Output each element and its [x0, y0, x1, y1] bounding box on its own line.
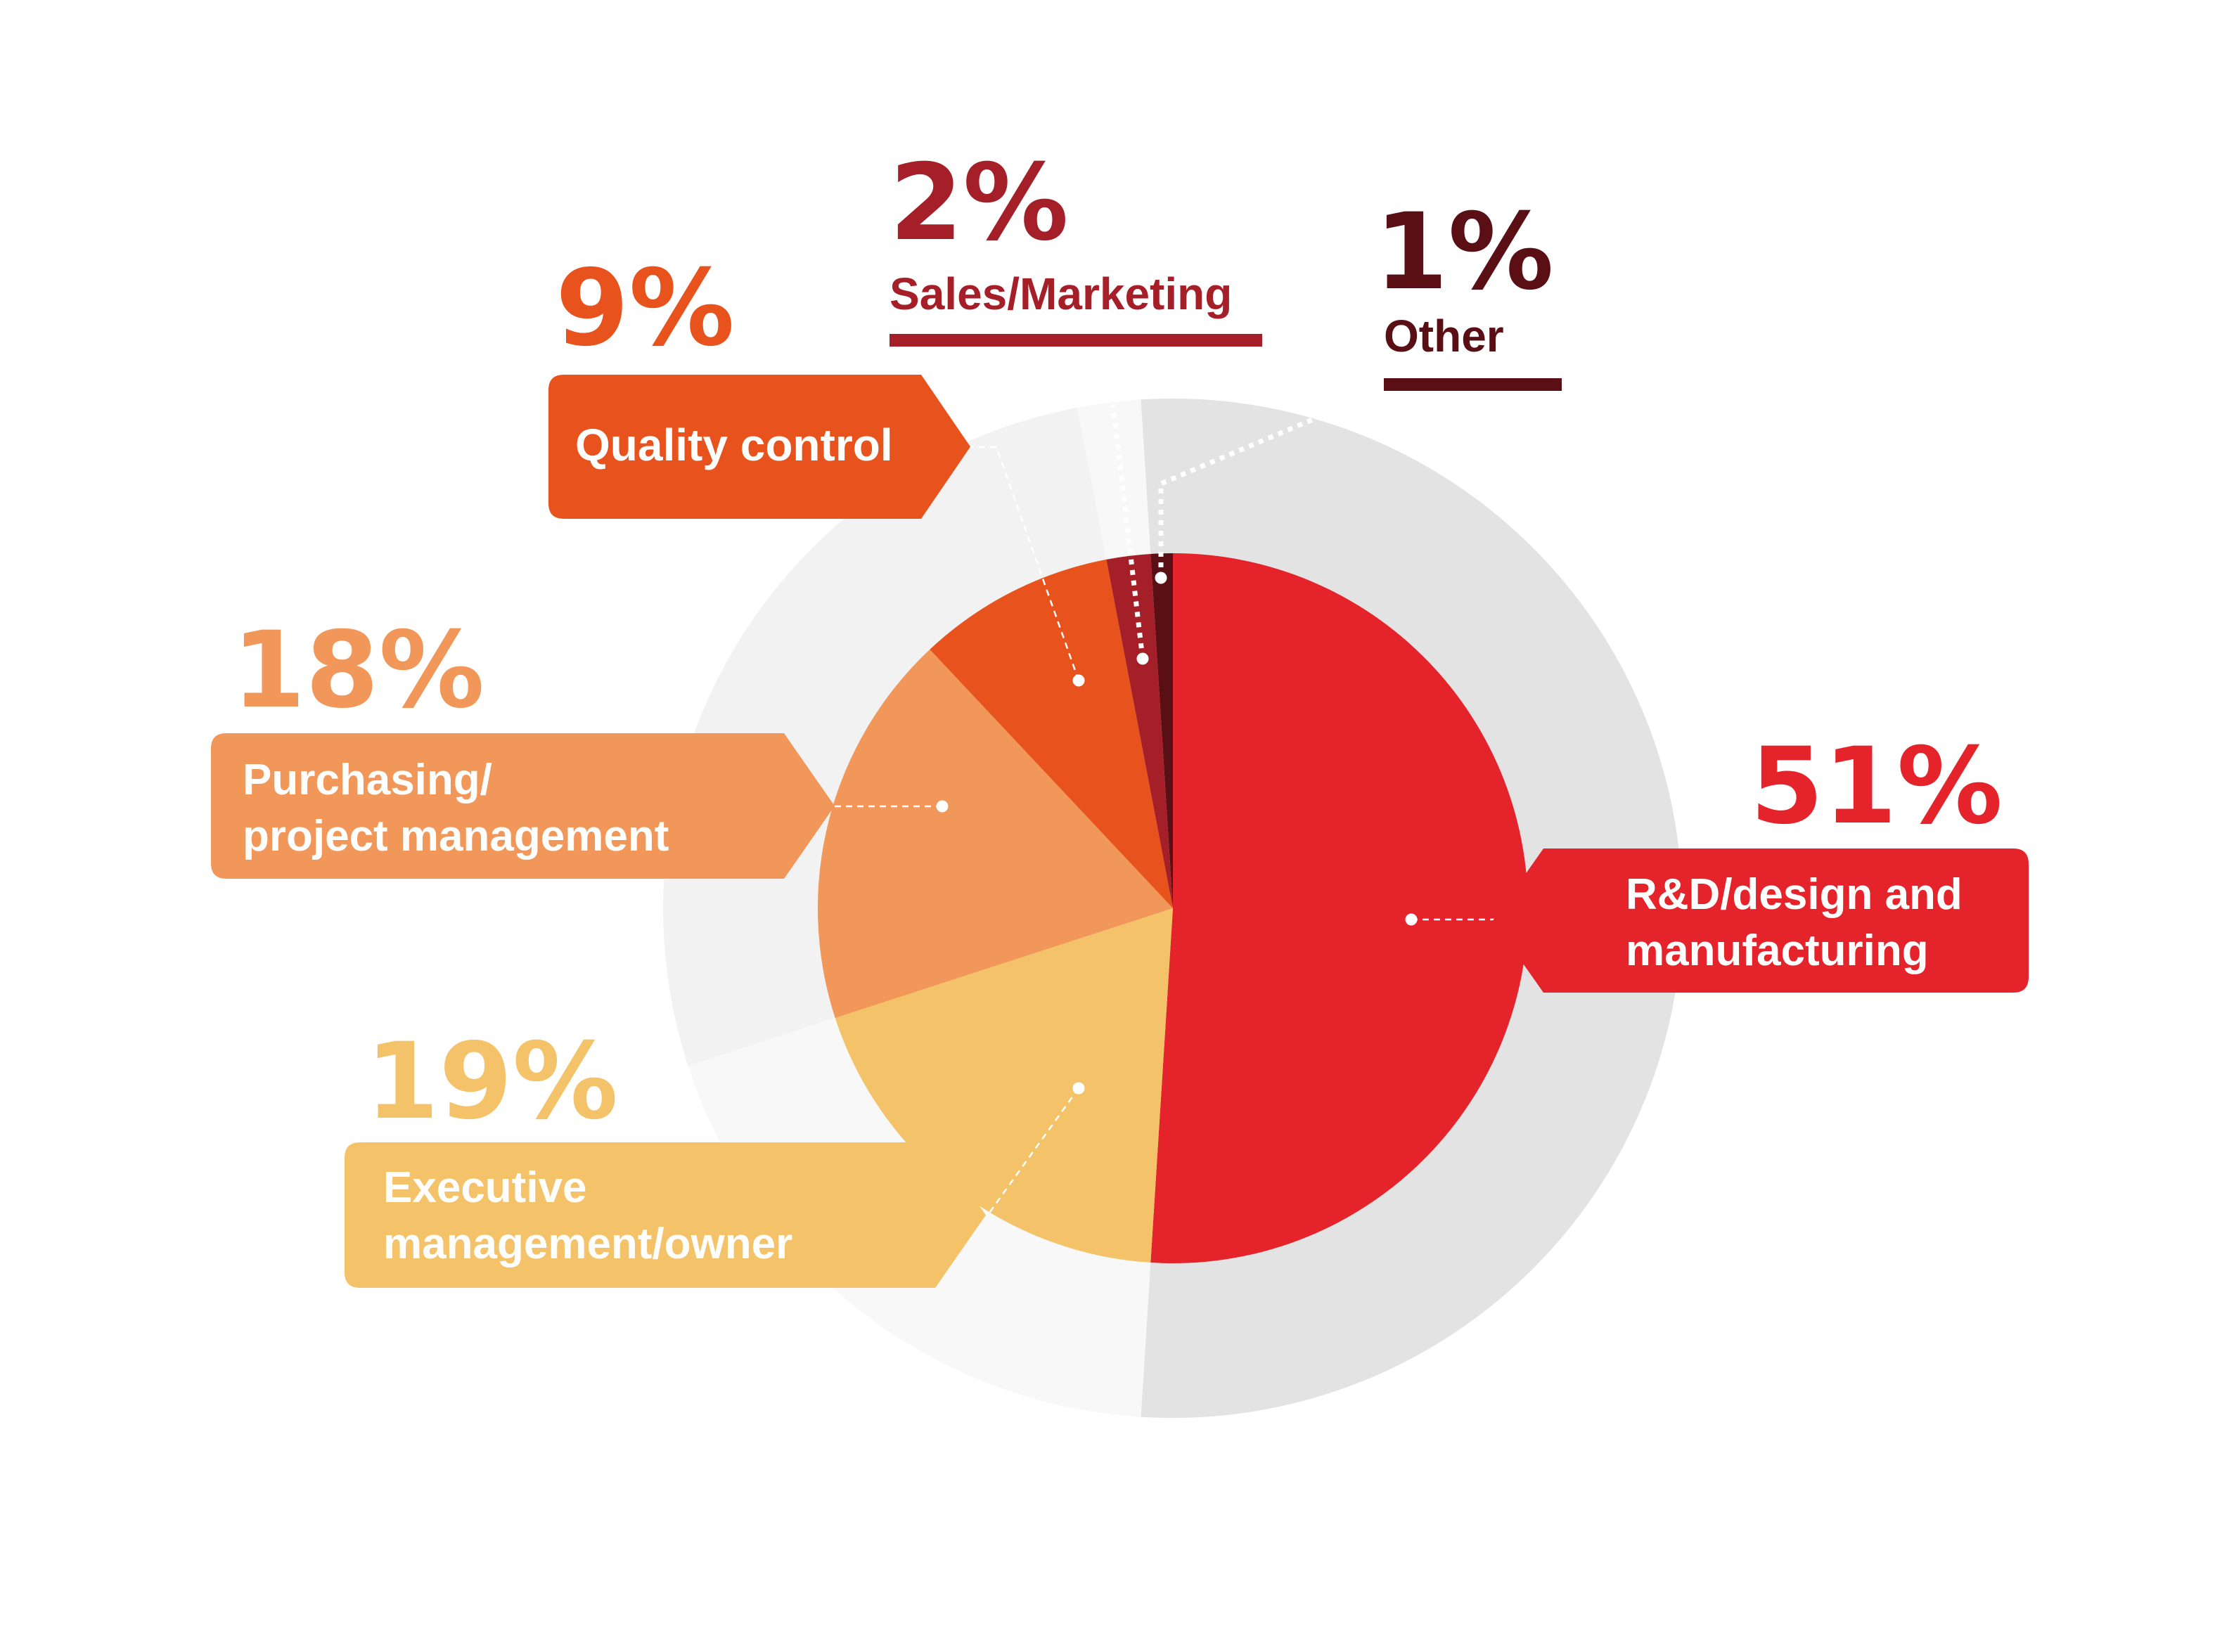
pie-slice-other [1150, 553, 1173, 908]
label-box-qc [548, 375, 970, 519]
leader-dot-exec [1072, 1082, 1085, 1095]
label-underline-sales [890, 334, 1262, 347]
value-label-exec: 19% [366, 1021, 618, 1143]
slice-label-exec: management/owner [383, 1220, 792, 1268]
pie-slice-exec [835, 908, 1173, 1263]
leader-line-sales [1110, 405, 1145, 659]
value-label-sales: 2% [890, 142, 1069, 264]
leader-dot-sales [1136, 652, 1149, 665]
leader-dot-other [1155, 572, 1167, 584]
pie-slice-rd [1150, 553, 1529, 1263]
leader-dot-purch [936, 800, 949, 813]
slice-label-rd: manufacturing [1626, 927, 1929, 975]
label-box-exec [345, 1142, 986, 1288]
pie-slice-qc [930, 559, 1173, 908]
label-box-purch [211, 733, 835, 879]
slice-label-purch: project management [243, 812, 669, 860]
pie-slice-sales [1106, 554, 1173, 908]
value-label-other: 1% [1375, 191, 1554, 314]
pie-slice-purch [817, 649, 1173, 1019]
slice-label-sales: Sales/Marketing [890, 269, 1232, 319]
value-label-rd: 51% [1750, 725, 2003, 848]
slice-labels: R&D/design and manufacturing 51% Executive m… [211, 142, 2029, 1288]
slice-label-purch: Purchasing/ [243, 756, 492, 804]
slice-label-qc: Quality control [575, 420, 893, 470]
value-label-qc: 9% [556, 247, 735, 370]
leader-dot-rd [1405, 913, 1418, 926]
slice-label-exec: Executive [383, 1163, 587, 1212]
label-underline-other [1384, 378, 1562, 391]
slice-label-rd: R&D/design and [1626, 870, 1963, 919]
leader-line-qc [935, 446, 1080, 681]
leader-dot-qc [1072, 674, 1085, 687]
label-box-rd [1493, 848, 2029, 993]
slice-label-other: Other [1384, 311, 1504, 361]
value-label-purch: 18% [232, 609, 484, 732]
pie-slices [817, 553, 1529, 1263]
